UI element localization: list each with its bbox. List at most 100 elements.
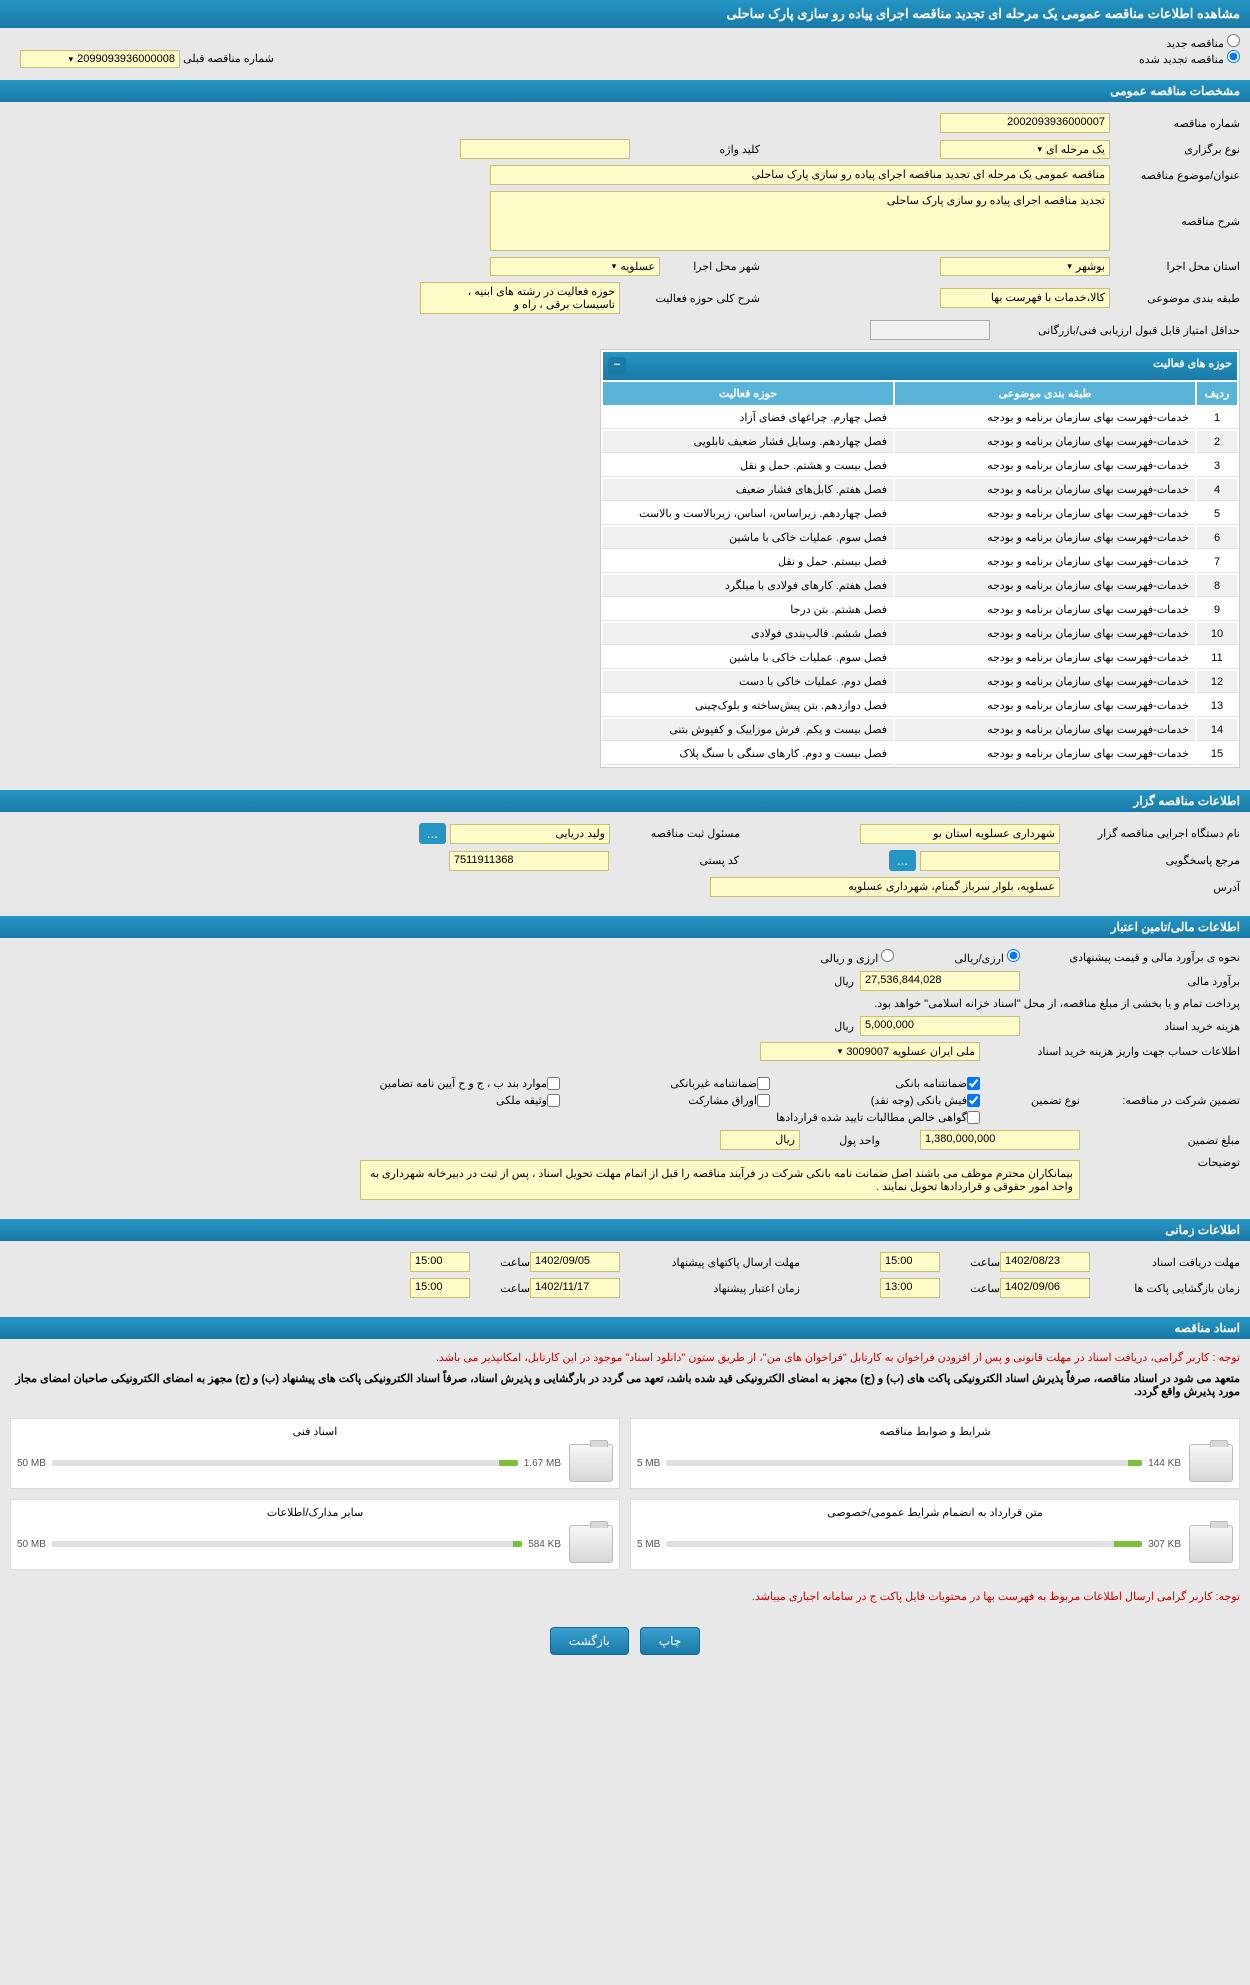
row-n: 8 xyxy=(1197,575,1237,597)
doc-item[interactable]: اسناد فنی50 MB1.67 MB xyxy=(10,1418,620,1489)
row-subject: خدمات-فهرست بهای سازمان برنامه و بودجه xyxy=(895,431,1195,453)
chk-property[interactable]: وثیقه ملکی xyxy=(360,1094,560,1107)
section-docs-header: اسناد مناقصه xyxy=(0,1317,1250,1339)
chk-securities[interactable]: اوراق مشارکت xyxy=(570,1094,770,1107)
section-org-header: اطلاعات مناقصه گزار xyxy=(0,790,1250,812)
row-n: 7 xyxy=(1197,551,1237,573)
row-field: فصل هشتم. بتن درجا xyxy=(603,599,893,621)
province-label: استان محل اجرا xyxy=(1110,260,1240,273)
province-dropdown[interactable]: بوشهر▾ xyxy=(940,257,1110,276)
prev-tender-dropdown[interactable]: 2099093936000008▾ xyxy=(20,50,180,68)
col-field-header: حوزه فعالیت xyxy=(603,382,893,405)
guarantee-title: تضمین شرکت در مناقصه: xyxy=(1080,1094,1240,1107)
doc-title: اسناد فنی xyxy=(17,1425,613,1438)
radio-rial-input[interactable] xyxy=(1007,949,1020,962)
radio-renewed[interactable]: مناقصه تجدید شده xyxy=(1139,50,1240,66)
row-field: فصل چهارم. چراغهای فضای آزاد xyxy=(603,407,893,429)
prev-tender-value: 2099093936000008 xyxy=(77,53,175,65)
row-subject: خدمات-فهرست بهای سازمان برنامه و بودجه xyxy=(895,695,1195,717)
doc-size: 307 KB xyxy=(1148,1539,1181,1550)
row-subject: خدمات-فهرست بهای سازمان برنامه و بودجه xyxy=(895,455,1195,477)
row-subject: خدمات-فهرست بهای سازمان برنامه و بودجه xyxy=(895,407,1195,429)
radio-renewed-input[interactable] xyxy=(1227,50,1240,63)
responder-field[interactable] xyxy=(920,851,1060,871)
row-subject: خدمات-فهرست بهای سازمان برنامه و بودجه xyxy=(895,503,1195,525)
agency-field: شهرداری عسلویه استان بو xyxy=(860,824,1060,844)
activity-table: حوزه های فعالیت− ردیف طبقه بندی موضوعی ح… xyxy=(600,349,1240,768)
progress-bar xyxy=(666,1460,1142,1466)
doc-item[interactable]: سایر مدارک/اطلاعات50 MB584 KB xyxy=(10,1499,620,1570)
min-score-field xyxy=(870,320,990,340)
row-n: 10 xyxy=(1197,623,1237,645)
row-n: 2 xyxy=(1197,431,1237,453)
doc-item[interactable]: متن قرارداد به انضمام شرایط عمومی/خصوصی5… xyxy=(630,1499,1240,1570)
table-row: 1خدمات-فهرست بهای سازمان برنامه و بودجهف… xyxy=(603,407,1237,429)
activity-desc-field: حوزه فعالیت در رشته های ابنیه ، تاسیسات … xyxy=(420,282,620,314)
desc-field: تجدید مناقصه اجرای پیاده رو سازی پارک سا… xyxy=(490,191,1110,251)
doc-fee-field: 5,000,000 xyxy=(860,1016,1020,1036)
radio-rial[interactable]: ارزی/ریالی xyxy=(954,949,1020,965)
send-date: 1402/09/05 xyxy=(530,1252,620,1272)
send-label: مهلت ارسال پاکتهای پیشنهاد xyxy=(620,1256,800,1269)
table-row: 6خدمات-فهرست بهای سازمان برنامه و بودجهف… xyxy=(603,527,1237,549)
col-subject-header: طبقه بندی موضوعی xyxy=(895,382,1195,405)
row-n: 15 xyxy=(1197,743,1237,765)
doc-notice-3: توجه: کاربر گرامی ارسال اطلاعات مربوط به… xyxy=(10,1586,1240,1607)
keyword-field[interactable] xyxy=(460,139,630,159)
col-row-header: ردیف xyxy=(1197,382,1237,405)
city-value: عسلویه xyxy=(620,260,655,273)
row-n: 9 xyxy=(1197,599,1237,621)
send-time: 15:00 xyxy=(410,1252,470,1272)
row-field: فصل بیست و دوم. کارهای سنگی با سنگ پلاک xyxy=(603,743,893,765)
row-field: فصل بیستم. حمل و نقل xyxy=(603,551,893,573)
account-dropdown[interactable]: ملی ایران عسلویه 3009007▾ xyxy=(760,1042,980,1061)
registrar-more-button[interactable]: ... xyxy=(419,823,446,844)
chk-claims[interactable]: گواهی خالص مطالبات تایید شده قراردادها xyxy=(360,1111,980,1124)
responder-more-button[interactable]: ... xyxy=(889,850,916,871)
back-button[interactable]: بازگشت xyxy=(550,1627,629,1655)
print-button[interactable]: چاپ xyxy=(640,1627,700,1655)
doc-item[interactable]: شرایط و ضوابط مناقصه5 MB144 KB xyxy=(630,1418,1240,1489)
collapse-icon[interactable]: − xyxy=(608,357,626,375)
tender-no-label: شماره مناقصه xyxy=(1110,117,1240,130)
chk-nonbank[interactable]: ضمانتنامه غیربانکی xyxy=(570,1077,770,1090)
prev-tender-label: شماره مناقصه قبلی xyxy=(183,53,274,65)
hour-label-1: ساعت xyxy=(940,1256,1000,1269)
row-n: 5 xyxy=(1197,503,1237,525)
row-n: 6 xyxy=(1197,527,1237,549)
chk-bond[interactable]: موارد بند ب ، ج و ح آیین نامه تضامین xyxy=(360,1077,560,1090)
radio-new[interactable]: مناقصه جدید xyxy=(1166,34,1240,50)
keyword-label: کلید واژه xyxy=(630,143,760,156)
row-field: فصل هفتم. کارهای فولادی با میلگرد xyxy=(603,575,893,597)
table-row: 7خدمات-فهرست بهای سازمان برنامه و بودجهف… xyxy=(603,551,1237,573)
responder-label: مرجع پاسخگویی xyxy=(1060,854,1240,867)
open-date: 1402/09/06 xyxy=(1000,1278,1090,1298)
doc-size: 1.67 MB xyxy=(524,1458,561,1469)
min-score-label: حداقل امتیاز قابل قبول ارزیابی فنی/بازرگ… xyxy=(990,324,1240,337)
row-field: فصل بیست و هشتم. حمل و نقل xyxy=(603,455,893,477)
progress-bar xyxy=(52,1541,522,1547)
action-buttons: چاپ بازگشت xyxy=(0,1615,1250,1667)
table-row: 2خدمات-فهرست بهای سازمان برنامه و بودجهف… xyxy=(603,431,1237,453)
city-dropdown[interactable]: عسلویه▾ xyxy=(490,257,660,276)
chevron-down-icon: ▾ xyxy=(1037,144,1042,155)
address-label: آدرس xyxy=(1060,881,1240,894)
table-row: 9خدمات-فهرست بهای سازمان برنامه و بودجهف… xyxy=(603,599,1237,621)
hour-label-2: ساعت xyxy=(470,1256,530,1269)
chevron-down-icon: ▾ xyxy=(69,54,74,65)
radio-foreign[interactable]: ارزی و ریالی xyxy=(820,949,894,965)
hold-type-value: یک مرحله ای xyxy=(1046,143,1105,156)
chk-bank[interactable]: ضمانتنامه بانکی xyxy=(780,1077,980,1090)
hold-type-dropdown[interactable]: یک مرحله ای ▾ xyxy=(940,140,1110,159)
chk-cash[interactable]: فیش بانکی (وجه نقد) xyxy=(780,1094,980,1107)
row-field: فصل ششم. قالب‌بندی فولادی xyxy=(603,623,893,645)
subject-cat-label: طبقه بندی موضوعی xyxy=(1110,292,1240,305)
address-field: عسلویه، بلوار سرباز گمنام، شهرداری عسلوی… xyxy=(710,877,1060,897)
row-field: فصل بیست و یکم. فرش موزاییک و کفپوش بتنی xyxy=(603,719,893,741)
radio-new-label: مناقصه جدید xyxy=(1166,38,1224,50)
row-field: فصل سوم. عملیات خاکی با ماشین xyxy=(603,647,893,669)
radio-new-input[interactable] xyxy=(1227,34,1240,47)
doc-max: 5 MB xyxy=(637,1458,660,1469)
row-subject: خدمات-فهرست بهای سازمان برنامه و بودجه xyxy=(895,527,1195,549)
radio-foreign-input[interactable] xyxy=(881,949,894,962)
